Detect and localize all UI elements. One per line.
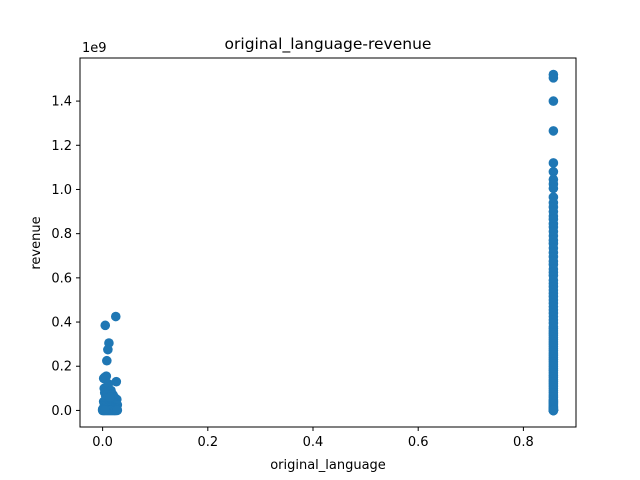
- data-point: [100, 405, 111, 416]
- chart-title: original_language-revenue: [225, 35, 432, 54]
- data-point: [102, 355, 112, 366]
- y-tick-label: 0.4: [51, 316, 72, 331]
- x-tick-label: 0.8: [513, 435, 534, 450]
- data-point: [548, 158, 559, 168]
- x-tick-label: 0.2: [197, 435, 218, 450]
- data-point: [548, 166, 559, 177]
- x-tick-label: 0.0: [92, 435, 113, 450]
- y-axis-multiplier: 1e9: [82, 41, 107, 56]
- data-point: [103, 344, 113, 355]
- data-point: [548, 405, 559, 416]
- y-tick-label: 0.6: [51, 271, 72, 286]
- y-axis-label: revenue: [29, 216, 44, 269]
- y-tick-label: 1.2: [51, 139, 72, 154]
- data-point: [100, 320, 111, 331]
- y-tick-label: 1.4: [51, 95, 72, 110]
- y-tick-label: 0.2: [51, 360, 72, 375]
- data-point: [548, 96, 559, 106]
- data-point: [110, 311, 121, 322]
- y-tick-label: 0.8: [51, 227, 72, 242]
- x-tick-label: 0.6: [408, 435, 429, 450]
- data-point: [111, 376, 122, 387]
- x-tick-label: 0.4: [303, 435, 324, 450]
- scatter-points: [97, 69, 559, 416]
- x-axis-label: original_language: [270, 458, 386, 473]
- data-point: [112, 405, 122, 416]
- plot-area-frame: [79, 57, 577, 428]
- data-point: [548, 126, 559, 136]
- data-point: [548, 183, 559, 194]
- data-point: [105, 392, 115, 402]
- y-tick-label: 0.0: [51, 404, 72, 419]
- y-tick-label: 1.0: [51, 183, 72, 198]
- axis-ticks: 0.0 0.2 0.4 0.6 0.8 0.0 0.2 0.4 0.6 0.8 1.0 1.2 1.4: [51, 95, 533, 450]
- data-point: [548, 73, 559, 83]
